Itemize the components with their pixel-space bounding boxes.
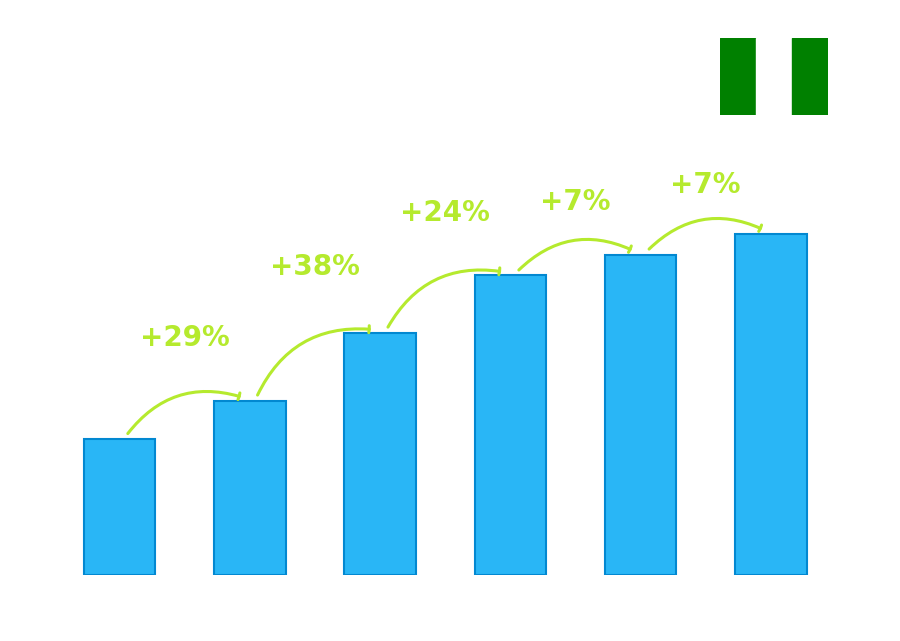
- Text: +29%: +29%: [140, 324, 230, 352]
- Text: explorer.com: explorer.com: [450, 610, 567, 628]
- Bar: [474, 276, 546, 576]
- Text: +7%: +7%: [540, 188, 611, 216]
- Text: Rehab Aide: Rehab Aide: [32, 74, 174, 98]
- Text: +7%: +7%: [670, 171, 741, 199]
- Bar: [720, 38, 756, 115]
- Text: 172,000 NGN: 172,000 NGN: [444, 251, 564, 269]
- Bar: [84, 439, 156, 576]
- Text: 184,000 NGN: 184,000 NGN: [574, 229, 694, 247]
- Text: +24%: +24%: [400, 199, 490, 227]
- Text: 100,000 NGN: 100,000 NGN: [176, 376, 297, 394]
- Bar: [735, 233, 806, 576]
- Bar: [792, 38, 828, 115]
- Text: 196,000 NGN: 196,000 NGN: [704, 208, 824, 227]
- Text: 139,000 NGN: 139,000 NGN: [307, 308, 428, 326]
- Text: Salary Comparison By Experience: Salary Comparison By Experience: [50, 130, 784, 169]
- Bar: [214, 401, 285, 576]
- Text: Average Monthly Salary: Average Monthly Salary: [866, 238, 880, 403]
- Text: salary: salary: [389, 610, 450, 628]
- Bar: [345, 333, 416, 576]
- Text: +38%: +38%: [270, 253, 360, 281]
- Text: 78,100 NGN: 78,100 NGN: [20, 414, 129, 432]
- Bar: [605, 254, 677, 576]
- Bar: [756, 38, 792, 115]
